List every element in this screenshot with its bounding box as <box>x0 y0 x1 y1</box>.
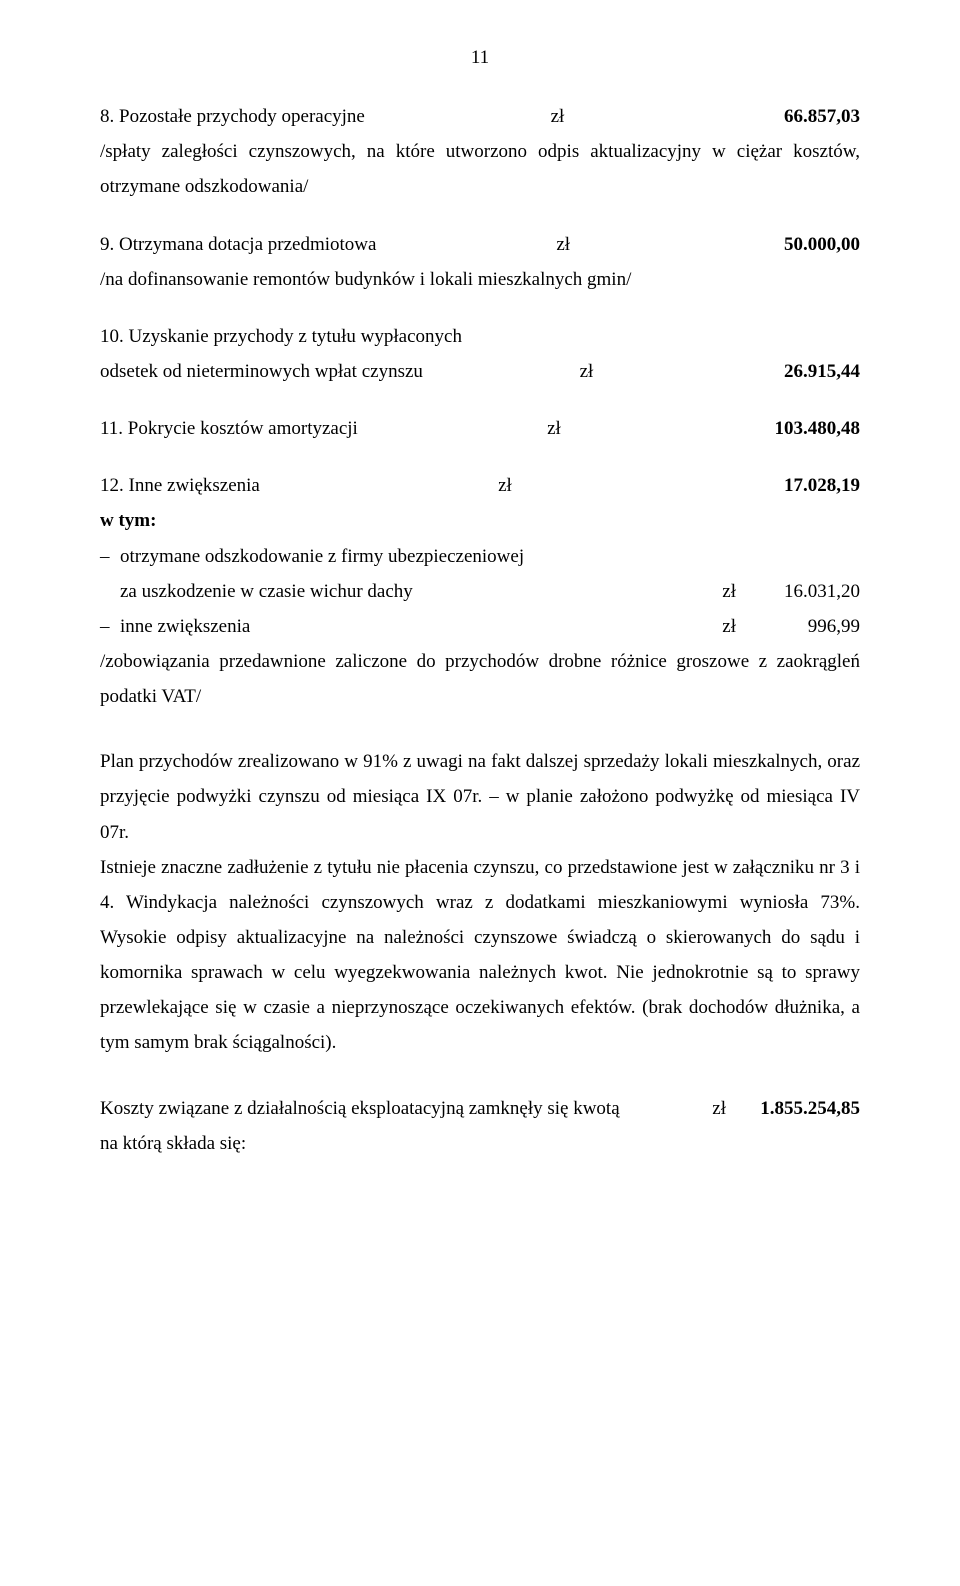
dash-icon: – <box>100 539 120 574</box>
item-10-value: 26.915,44 <box>750 354 860 389</box>
item-12-b-label: inne zwiększenia <box>120 609 708 644</box>
item-8-note: /spłaty zaległości czynszowych, na które… <box>100 134 860 204</box>
currency: zł <box>708 609 750 644</box>
currency: zł <box>566 354 608 389</box>
item-9: 9. Otrzymana dotacja przedmiotowa zł 50.… <box>100 227 860 297</box>
item-8-value: 66.857,03 <box>750 99 860 134</box>
dash-icon: – <box>100 609 120 644</box>
item-12: 12. Inne zwiększenia zł 17.028,19 w tym:… <box>100 468 860 714</box>
item-9-label: 9. Otrzymana dotacja przedmiotowa <box>100 227 376 262</box>
item-8: 8. Pozostałe przychody operacyjne zł 66.… <box>100 99 860 204</box>
currency: zł <box>533 411 575 446</box>
item-12-note: /zobowiązania przedawnione zaliczone do … <box>100 644 860 714</box>
item-12-label: 12. Inne zwiększenia <box>100 468 260 503</box>
final-value: 1.855.254,85 <box>740 1091 860 1126</box>
currency: zł <box>542 227 584 262</box>
item-12-a-value: 16.031,20 <box>750 574 860 609</box>
item-12-wtym: w tym: <box>100 503 860 538</box>
final-text: Koszty związane z działalnością eksploat… <box>100 1091 698 1126</box>
currency: zł <box>537 99 579 134</box>
final-tail: na którą składa się: <box>100 1126 860 1161</box>
body-paragraph: Plan przychodów zrealizowano w 91% z uwa… <box>100 744 860 1060</box>
currency: zł <box>484 468 526 503</box>
item-10-label-b: odsetek od nieterminowych wpłat czynszu <box>100 354 423 389</box>
currency: zł <box>708 574 750 609</box>
item-12-value: 17.028,19 <box>750 468 860 503</box>
item-11-label: 11. Pokrycie kosztów amortyzacji <box>100 411 358 446</box>
item-9-value: 50.000,00 <box>750 227 860 262</box>
item-11: 11. Pokrycie kosztów amortyzacji zł 103.… <box>100 411 860 446</box>
item-8-label: 8. Pozostałe przychody operacyjne <box>100 99 365 134</box>
item-9-note: /na dofinansowanie remontów budynków i l… <box>100 262 860 297</box>
item-10-label-a: 10. Uzyskanie przychody z tytułu wypłaco… <box>100 319 860 354</box>
final-block: Koszty związane z działalnością eksploat… <box>100 1091 860 1161</box>
currency: zł <box>698 1091 740 1126</box>
item-11-value: 103.480,48 <box>750 411 860 446</box>
item-12-a-line2: za uszkodzenie w czasie wichur dachy <box>120 574 708 609</box>
item-12-a-line1: otrzymane odszkodowanie z firmy ubezpiec… <box>120 539 722 574</box>
item-12-b-value: 996,99 <box>750 609 860 644</box>
item-10: 10. Uzyskanie przychody z tytułu wypłaco… <box>100 319 860 389</box>
page-number: 11 <box>100 40 860 75</box>
